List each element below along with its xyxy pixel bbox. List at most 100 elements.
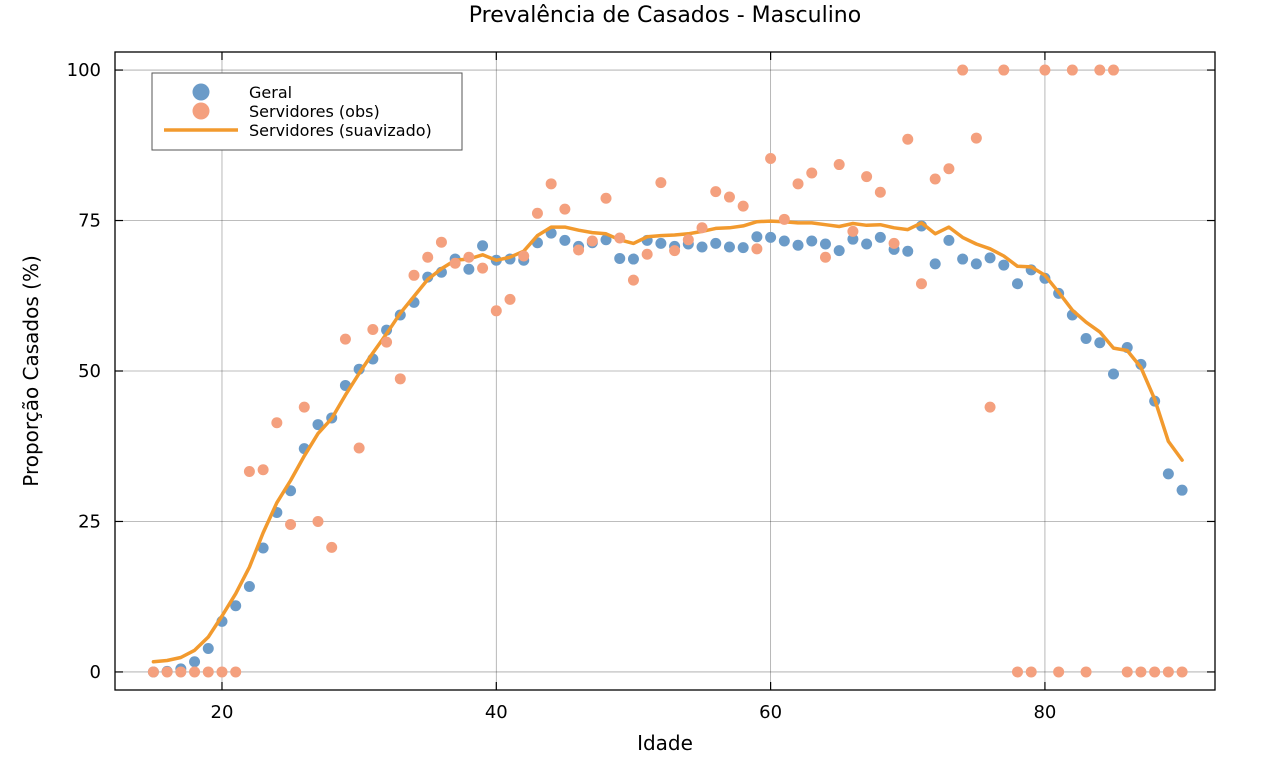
data-point-geral [1094, 337, 1106, 349]
data-point-servidores-obs [1162, 666, 1174, 678]
data-point-servidores-obs [504, 293, 516, 305]
data-point-geral [998, 259, 1010, 271]
data-point-servidores-obs [326, 541, 338, 553]
data-point-servidores-obs [641, 248, 653, 260]
x-tick-label: 40 [485, 702, 508, 723]
data-point-servidores-obs [202, 666, 214, 678]
data-point-geral [737, 242, 749, 254]
data-point-geral [833, 245, 845, 257]
data-point-servidores-obs [230, 666, 242, 678]
data-point-geral [874, 231, 886, 243]
data-point-servidores-obs [847, 225, 859, 237]
data-point-servidores-obs [1080, 666, 1092, 678]
data-point-servidores-obs [888, 237, 900, 249]
legend-marker-geral [192, 83, 210, 101]
data-point-servidores-obs [806, 167, 818, 179]
data-point-geral [957, 253, 969, 265]
data-point-geral [970, 258, 982, 270]
series-line-servidores-suavizado [151, 219, 1184, 664]
data-point-servidores-obs [381, 336, 393, 348]
data-point-servidores-obs [477, 262, 489, 274]
chart-title: Prevalência de Casados - Masculino [469, 3, 861, 28]
data-point-geral [230, 600, 242, 612]
data-point-geral [257, 542, 269, 554]
data-point-servidores-obs [998, 64, 1010, 76]
data-point-servidores-obs [819, 251, 831, 263]
data-point-servidores-obs [312, 515, 324, 527]
data-point-geral [751, 231, 763, 243]
data-point-servidores-obs [627, 274, 639, 286]
data-point-servidores-obs [1011, 666, 1023, 678]
data-point-servidores-obs [367, 323, 379, 335]
data-point-geral [929, 258, 941, 270]
data-point-servidores-obs [1066, 64, 1078, 76]
data-point-servidores-obs [531, 207, 543, 219]
data-point-servidores-obs [957, 64, 969, 76]
data-point-servidores-obs [161, 666, 173, 678]
x-tick-label: 80 [1033, 702, 1056, 723]
y-tick-label: 25 [78, 511, 101, 532]
legend-label-servidores-obs: Servidores (obs) [249, 102, 380, 121]
data-point-servidores-obs [147, 666, 159, 678]
data-point-servidores-obs [682, 234, 694, 246]
data-point-servidores-obs [861, 171, 873, 183]
data-point-geral [778, 235, 790, 247]
x-tick-label: 60 [759, 702, 782, 723]
data-point-servidores-obs [943, 163, 955, 175]
data-point-servidores-obs [737, 200, 749, 212]
data-point-servidores-obs [1176, 666, 1188, 678]
axis-ticks: 20 40 60 80 0 25 50 75 100 [67, 52, 1215, 723]
data-point-geral [312, 419, 324, 431]
data-point-servidores-obs [339, 333, 351, 345]
data-point-servidores-obs [751, 243, 763, 255]
data-point-servidores-obs [765, 153, 777, 165]
data-point-servidores-obs [915, 278, 927, 290]
data-point-servidores-obs [298, 401, 310, 413]
x-tick-label: 20 [211, 702, 234, 723]
data-point-servidores-obs [614, 232, 626, 244]
y-tick-label: 0 [90, 662, 101, 683]
data-point-geral [696, 241, 708, 253]
data-point-servidores-obs [586, 235, 598, 247]
data-point-geral [792, 239, 804, 251]
data-point-servidores-obs [874, 186, 886, 198]
y-axis-label: Proporção Casados (%) [19, 255, 43, 487]
data-point-servidores-obs [792, 178, 804, 190]
data-point-geral [819, 238, 831, 250]
y-tick-label: 75 [78, 211, 101, 232]
data-point-geral [765, 231, 777, 243]
data-point-servidores-obs [216, 666, 228, 678]
data-point-servidores-obs [1094, 64, 1106, 76]
data-point-servidores-obs [518, 250, 530, 262]
data-point-servidores-obs [1149, 666, 1161, 678]
data-point-geral [1162, 468, 1174, 480]
data-point-geral [189, 656, 201, 668]
data-point-servidores-obs [1053, 666, 1065, 678]
legend-marker-servidores-obs [192, 102, 210, 120]
data-point-servidores-obs [353, 442, 365, 454]
data-point-servidores-obs [1025, 666, 1037, 678]
data-point-servidores-obs [929, 173, 941, 185]
data-point-geral [710, 237, 722, 249]
y-tick-label: 100 [67, 60, 101, 81]
data-point-geral [984, 252, 996, 264]
data-point-servidores-obs [970, 132, 982, 144]
data-point-servidores-obs [984, 401, 996, 413]
data-point-servidores-obs [559, 203, 571, 215]
data-point-geral [463, 263, 475, 275]
data-point-servidores-obs [175, 666, 187, 678]
data-point-geral [1080, 332, 1092, 344]
data-point-servidores-obs [271, 417, 283, 429]
data-point-servidores-obs [1108, 64, 1120, 76]
data-point-geral [559, 234, 571, 246]
data-point-servidores-obs [243, 466, 255, 478]
data-point-servidores-obs [573, 244, 585, 256]
data-point-servidores-obs [1121, 666, 1133, 678]
legend: Geral Servidores (obs) Servidores (suavi… [151, 72, 463, 151]
data-point-servidores-obs [1039, 64, 1051, 76]
legend-label-servidores-suavizado: Servidores (suavizado) [249, 121, 432, 140]
data-point-servidores-obs [408, 269, 420, 281]
data-point-servidores-obs [422, 251, 434, 263]
data-point-geral [1108, 368, 1120, 380]
data-point-servidores-obs [600, 192, 612, 204]
